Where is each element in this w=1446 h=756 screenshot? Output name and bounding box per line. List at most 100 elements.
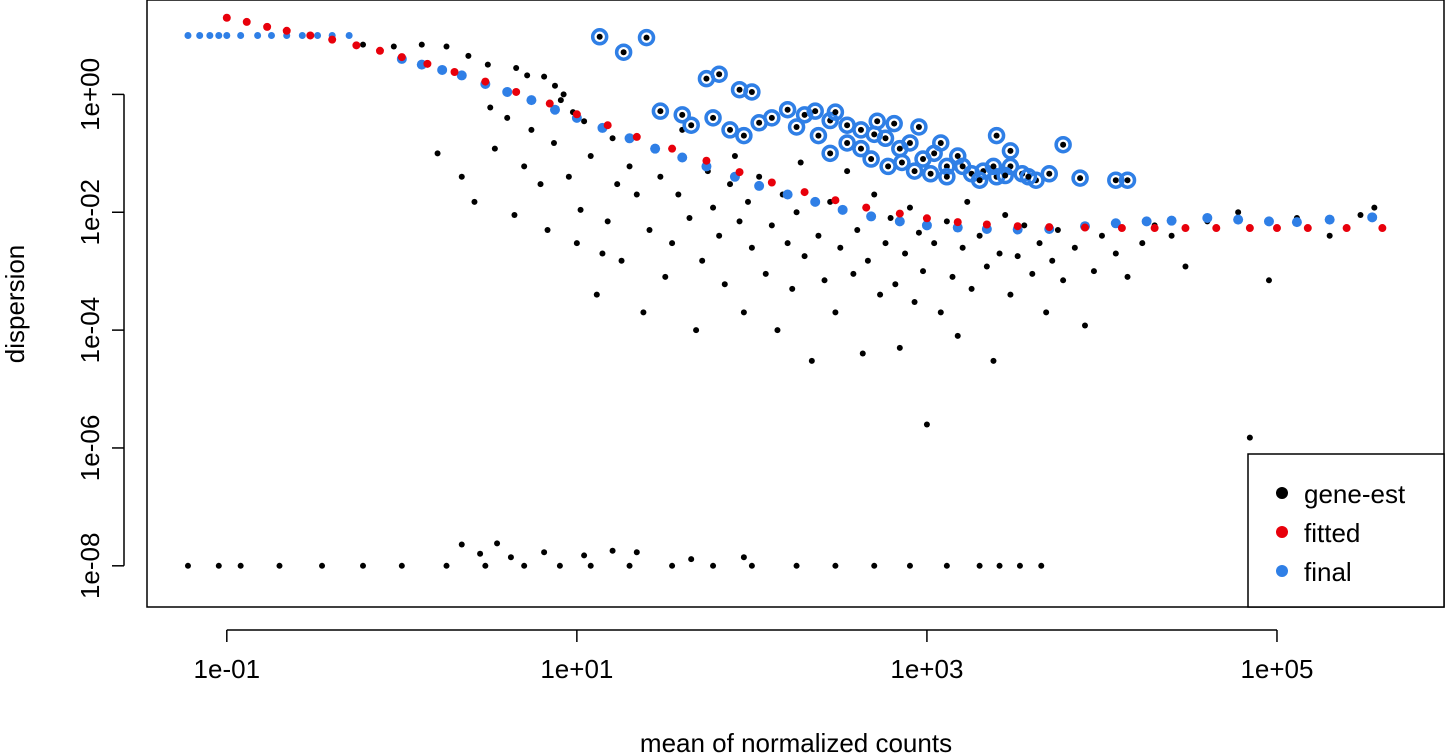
gene-est-point bbox=[877, 291, 884, 298]
final-point bbox=[1324, 214, 1335, 225]
final-point bbox=[782, 189, 793, 200]
outlier-ring bbox=[921, 165, 940, 183]
fitted-point bbox=[862, 203, 871, 212]
outlier-point bbox=[716, 71, 723, 78]
final-point bbox=[1110, 218, 1121, 229]
gene-est-point bbox=[524, 72, 531, 79]
gene-est-point bbox=[557, 97, 564, 104]
outlier-point bbox=[891, 120, 898, 127]
fitted-point bbox=[1272, 224, 1281, 233]
fitted-point bbox=[1080, 223, 1089, 232]
outlier-ring bbox=[673, 106, 691, 124]
outlier-point bbox=[1112, 177, 1119, 184]
outlier-points bbox=[590, 28, 1137, 189]
gene-est-point bbox=[902, 250, 909, 257]
fitted-point bbox=[512, 87, 521, 96]
gene-est-point bbox=[937, 309, 944, 316]
legend-marker-gene-est bbox=[1276, 487, 1288, 499]
fitted-point bbox=[263, 22, 272, 31]
fitted-point bbox=[831, 196, 840, 205]
gene-est-point bbox=[521, 562, 528, 569]
final-point bbox=[1233, 214, 1244, 225]
gene-est-point bbox=[793, 209, 800, 216]
gene-est-point bbox=[581, 552, 588, 559]
gene-est-point bbox=[756, 173, 763, 180]
gene-est-point bbox=[892, 281, 899, 288]
outlier-ring bbox=[901, 134, 919, 152]
outlier-point bbox=[832, 109, 839, 116]
fitted-point bbox=[1245, 224, 1254, 233]
gene-est-point bbox=[871, 191, 878, 198]
gene-est-point bbox=[959, 244, 966, 251]
outlier-ring bbox=[970, 171, 989, 189]
gene-est-point bbox=[710, 204, 717, 211]
gene-est-point bbox=[821, 277, 828, 284]
gene-est-point bbox=[521, 163, 528, 170]
x-axis: 1e-01 1e+01 1e+03 1e+05 bbox=[194, 629, 1313, 684]
gene-est-point bbox=[237, 562, 244, 569]
outlier-point bbox=[1002, 172, 1009, 179]
outlier-ring bbox=[651, 102, 670, 120]
outlier-point bbox=[768, 114, 775, 121]
gene-est-point bbox=[599, 250, 606, 257]
gene-est-point bbox=[762, 270, 769, 277]
gene-est-point bbox=[1265, 277, 1272, 284]
gene-est-point bbox=[511, 211, 518, 218]
gene-est-point bbox=[784, 240, 791, 247]
gene-est-point bbox=[504, 114, 511, 121]
final-point bbox=[1263, 216, 1274, 227]
outlier-ring bbox=[984, 157, 1003, 176]
gene-est-point bbox=[482, 562, 489, 569]
outlier-point bbox=[857, 126, 864, 133]
gene-est-point bbox=[1326, 232, 1333, 239]
fitted-point bbox=[702, 156, 711, 165]
gene-est-point bbox=[565, 173, 572, 180]
gene-est-point bbox=[319, 562, 326, 569]
gene-est-point bbox=[801, 253, 808, 260]
gene-est-point bbox=[740, 554, 747, 561]
legend-marker-final bbox=[1276, 565, 1288, 577]
gene-est-point bbox=[609, 547, 616, 554]
outlier-ring bbox=[682, 116, 700, 134]
gene-est-point bbox=[360, 41, 367, 48]
gene-est-point bbox=[686, 214, 693, 221]
final-point bbox=[1291, 217, 1302, 228]
gene-est-point bbox=[931, 240, 938, 247]
gene-est-point bbox=[551, 82, 558, 89]
outlier-point bbox=[801, 111, 808, 118]
gene-est-point bbox=[581, 118, 588, 125]
gene-est-point bbox=[789, 285, 796, 292]
fitted-point bbox=[953, 218, 962, 227]
fitted-point bbox=[767, 178, 776, 187]
gene-est-point bbox=[1049, 257, 1056, 264]
outlier-point bbox=[756, 119, 763, 126]
outlier-point bbox=[915, 123, 922, 130]
fitted-point bbox=[632, 132, 641, 141]
gene-est-point bbox=[604, 218, 611, 225]
fitted-point bbox=[1212, 224, 1221, 233]
outlier-ring bbox=[996, 166, 1014, 185]
outlier-point bbox=[993, 132, 1000, 139]
outlier-point bbox=[871, 131, 878, 138]
gene-est-point bbox=[537, 181, 544, 188]
outlier-point bbox=[990, 163, 997, 170]
outlier-point bbox=[1046, 170, 1053, 177]
outlier-point bbox=[710, 114, 717, 121]
final-point bbox=[456, 70, 467, 81]
outlier-ring bbox=[704, 109, 722, 127]
outlier-ring bbox=[893, 153, 911, 172]
outlier-point bbox=[920, 156, 927, 163]
final-point bbox=[314, 31, 322, 39]
gene-est-point bbox=[443, 43, 450, 50]
outlier-ring bbox=[1071, 169, 1089, 187]
gene-est-point bbox=[721, 281, 728, 288]
outlier-point bbox=[844, 139, 851, 146]
gene-est-point bbox=[184, 562, 191, 569]
gene-est-point bbox=[1090, 268, 1097, 275]
final-point bbox=[184, 31, 192, 39]
gene-est-point bbox=[911, 298, 918, 305]
outlier-ring bbox=[1001, 142, 1020, 160]
final-point bbox=[298, 31, 306, 39]
gene-est-point bbox=[727, 181, 734, 188]
